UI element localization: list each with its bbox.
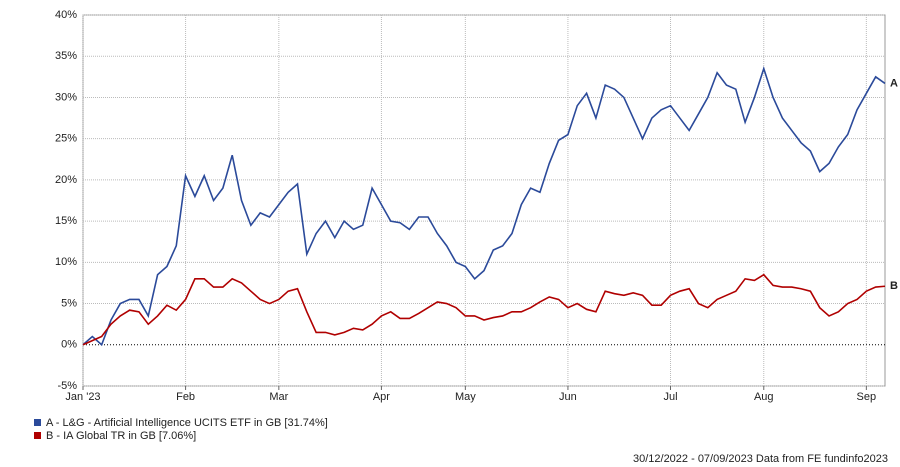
- y-tick-label: 10%: [55, 256, 77, 268]
- x-tick-label: Sep: [857, 391, 877, 403]
- y-tick-label: 0%: [61, 339, 77, 351]
- x-tick-label: Mar: [269, 391, 288, 403]
- series-line: [82, 65, 886, 347]
- legend-swatch: [34, 432, 41, 439]
- y-tick-label: 25%: [55, 133, 77, 145]
- x-tick-label: May: [455, 391, 476, 403]
- y-tick-label: 5%: [61, 297, 77, 309]
- legend-swatch: [34, 419, 41, 426]
- y-tick-label: 35%: [55, 50, 77, 62]
- y-tick-label: 40%: [55, 9, 77, 21]
- series-line: [82, 273, 886, 346]
- y-tick-label: -5%: [57, 380, 77, 392]
- x-tick-label: Jun: [559, 391, 577, 403]
- y-tick-label: 20%: [55, 174, 77, 186]
- x-tick-label: Jan '23: [65, 391, 100, 403]
- legend-label: A - L&G - Artificial Intelligence UCITS …: [46, 417, 328, 429]
- y-tick-label: 30%: [55, 91, 77, 103]
- x-tick-label: Aug: [754, 391, 774, 403]
- end-label: B: [890, 280, 898, 292]
- x-tick-label: Apr: [373, 391, 390, 403]
- legend-label: B - IA Global TR in GB [7.06%]: [46, 430, 196, 442]
- x-tick-label: Feb: [176, 391, 195, 403]
- y-tick-label: 15%: [55, 215, 77, 227]
- end-label: A: [890, 77, 898, 89]
- x-tick-label: Jul: [663, 391, 677, 403]
- footer: 30/12/2022 - 07/09/2023 Data from FE fun…: [633, 453, 888, 465]
